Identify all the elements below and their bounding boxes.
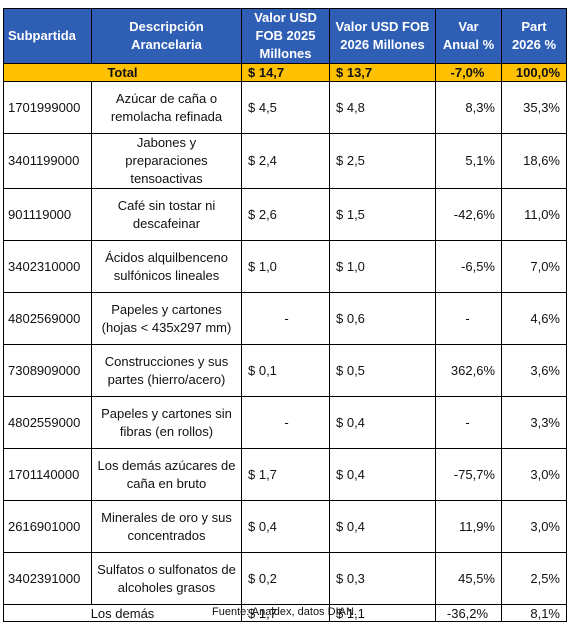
row-code: 3402310000 xyxy=(3,240,92,293)
others-var: -36,2% xyxy=(435,604,502,622)
total-v2025: $ 14,7 xyxy=(241,63,330,82)
row-description: Ácidos alquilbenceno sulfónicos lineales xyxy=(91,240,242,293)
row-var-anual: -6,5% xyxy=(435,240,502,293)
row-code: 7308909000 xyxy=(3,344,92,397)
table-row: 7308909000 Construcciones y sus partes (h… xyxy=(3,344,567,397)
row-value-2026: $ 2,5 xyxy=(329,133,436,189)
row-code: 4802569000 xyxy=(3,292,92,345)
row-value-2026: $ 4,8 xyxy=(329,81,436,134)
header-descripcion: Descripción Arancelaria xyxy=(91,8,242,64)
row-value-2025: $ 2,4 xyxy=(241,133,330,189)
row-code: 3401199000 xyxy=(3,133,92,189)
table-row: 3402310000 Ácidos alquilbenceno sulfónico… xyxy=(3,240,567,293)
row-part-2026: 11,0% xyxy=(501,188,567,241)
header-var-anual: Var Anual % xyxy=(435,8,502,64)
row-code: 4802559000 xyxy=(3,396,92,449)
row-value-2026: $ 1,0 xyxy=(329,240,436,293)
row-value-2025: $ 0,1 xyxy=(241,344,330,397)
row-value-2026: $ 1,5 xyxy=(329,188,436,241)
row-var-anual: - xyxy=(435,292,502,345)
others-part: 8,1% xyxy=(501,604,567,622)
row-part-2026: 3,6% xyxy=(501,344,567,397)
row-value-2025: - xyxy=(241,396,330,449)
row-value-2025: $ 1,7 xyxy=(241,448,330,501)
others-v2026: $ 1,1 xyxy=(329,604,436,622)
data-rows: 1701999000 Azúcar de caña o remolacha ref… xyxy=(3,81,567,605)
row-value-2026: $ 0,6 xyxy=(329,292,436,345)
row-value-2026: $ 0,5 xyxy=(329,344,436,397)
row-var-anual: 45,5% xyxy=(435,552,502,605)
row-code: 1701999000 xyxy=(3,81,92,134)
row-part-2026: 35,3% xyxy=(501,81,567,134)
others-row: Los demás $ 1,7 $ 1,1 -36,2% 8,1% xyxy=(3,604,567,622)
table-row: 4802569000 Papeles y cartones (hojas < 43… xyxy=(3,292,567,345)
row-var-anual: 8,3% xyxy=(435,81,502,134)
total-var: -7,0% xyxy=(435,63,502,82)
row-var-anual: -42,6% xyxy=(435,188,502,241)
row-value-2025: $ 1,0 xyxy=(241,240,330,293)
row-description: Papeles y cartones (hojas < 435x297 mm) xyxy=(91,292,242,345)
total-v2026: $ 13,7 xyxy=(329,63,436,82)
row-var-anual: 362,6% xyxy=(435,344,502,397)
row-value-2025: $ 0,4 xyxy=(241,500,330,553)
header-subpartida: Subpartida xyxy=(3,8,92,64)
table-row: 3402391000 Sulfatos o sulfonatos de alcoh… xyxy=(3,552,567,605)
row-code: 901119000 xyxy=(3,188,92,241)
row-value-2025: $ 2,6 xyxy=(241,188,330,241)
row-var-anual: - xyxy=(435,396,502,449)
total-part: 100,0% xyxy=(501,63,567,82)
row-part-2026: 4,6% xyxy=(501,292,567,345)
row-value-2025: $ 0,2 xyxy=(241,552,330,605)
row-value-2025: - xyxy=(241,292,330,345)
header-part-2026: Part 2026 % xyxy=(501,8,567,64)
row-part-2026: 3,0% xyxy=(501,500,567,553)
row-description: Los demás azúcares de caña en bruto xyxy=(91,448,242,501)
row-value-2026: $ 0,3 xyxy=(329,552,436,605)
table-row: 1701140000 Los demás azúcares de caña en … xyxy=(3,448,567,501)
row-part-2026: 3,0% xyxy=(501,448,567,501)
row-code: 2616901000 xyxy=(3,500,92,553)
header-valor-2026: Valor USD FOB 2026 Millones xyxy=(329,8,436,64)
row-part-2026: 3,3% xyxy=(501,396,567,449)
row-description: Sulfatos o sulfonatos de alcoholes graso… xyxy=(91,552,242,605)
total-row: Total $ 14,7 $ 13,7 -7,0% 100,0% xyxy=(3,63,567,82)
row-value-2025: $ 4,5 xyxy=(241,81,330,134)
table-row: 901119000 Café sin tostar ni descafeinar $… xyxy=(3,188,567,241)
row-part-2026: 7,0% xyxy=(501,240,567,293)
row-code: 1701140000 xyxy=(3,448,92,501)
table-row: 1701999000 Azúcar de caña o remolacha ref… xyxy=(3,81,567,134)
header-row: Subpartida Descripción Arancelaria Valor… xyxy=(3,8,567,64)
header-valor-2025: Valor USD FOB 2025 Millones xyxy=(241,8,330,64)
row-var-anual: 11,9% xyxy=(435,500,502,553)
exports-table: Subpartida Descripción Arancelaria Valor… xyxy=(3,8,567,622)
row-code: 3402391000 xyxy=(3,552,92,605)
row-description: Minerales de oro y sus concentrados xyxy=(91,500,242,553)
row-part-2026: 18,6% xyxy=(501,133,567,189)
row-description: Papeles y cartones sin fibras (en rollos… xyxy=(91,396,242,449)
row-value-2026: $ 0,4 xyxy=(329,500,436,553)
total-label: Total xyxy=(3,63,242,82)
row-description: Azúcar de caña o remolacha refinada xyxy=(91,81,242,134)
table-row: 4802559000 Papeles y cartones sin fibras … xyxy=(3,396,567,449)
source-note: Fuente: Analdex, datos DIAN. xyxy=(212,606,357,618)
table-row: 2616901000 Minerales de oro y sus concent… xyxy=(3,500,567,553)
table-row: 3401199000 Jabones y preparaciones tensoa… xyxy=(3,133,567,189)
row-var-anual: -75,7% xyxy=(435,448,502,501)
row-description: Jabones y preparaciones tensoactivas xyxy=(91,133,242,189)
row-description: Café sin tostar ni descafeinar xyxy=(91,188,242,241)
row-var-anual: 5,1% xyxy=(435,133,502,189)
others-label: Los demás xyxy=(3,604,242,622)
row-description: Construcciones y sus partes (hierro/acer… xyxy=(91,344,242,397)
row-part-2026: 2,5% xyxy=(501,552,567,605)
row-value-2026: $ 0,4 xyxy=(329,396,436,449)
row-value-2026: $ 0,4 xyxy=(329,448,436,501)
